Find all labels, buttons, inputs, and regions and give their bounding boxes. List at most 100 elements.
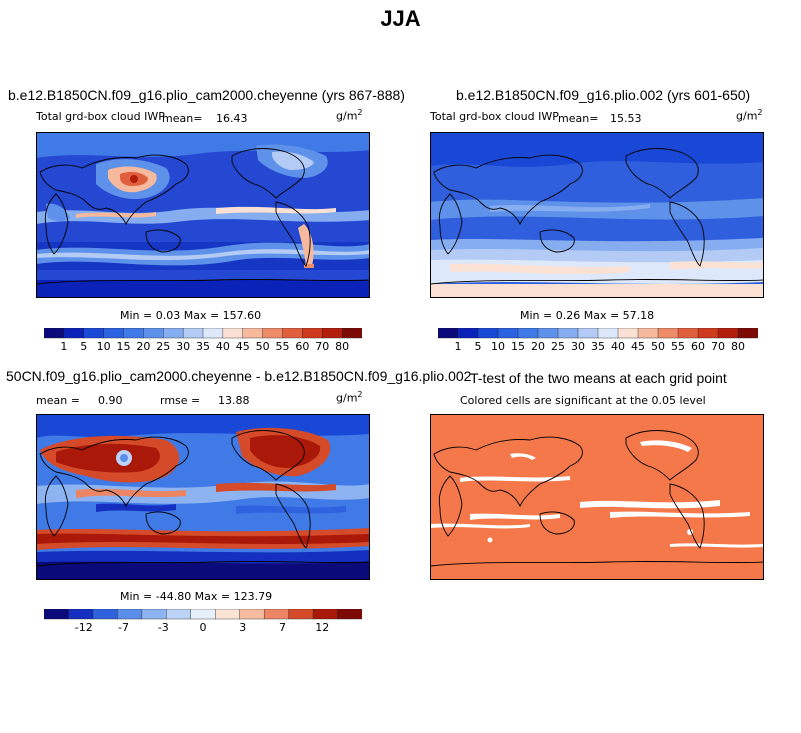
page-title: JJA — [380, 6, 421, 31]
colorbar-swatch — [123, 328, 144, 339]
colorbar-swatch — [322, 328, 343, 339]
panel-4-subtitle: Colored cells are significant at the 0.0… — [460, 394, 706, 407]
colorbar-swatch — [557, 328, 579, 339]
panel-1-units: g/m2 — [336, 108, 363, 123]
colorbar-tick-label: 80 — [731, 340, 745, 352]
colorbar-swatch — [163, 328, 184, 339]
colorbar-swatch — [166, 609, 192, 620]
colorbar-tick-label: 50 — [256, 340, 270, 352]
colorbar-swatch — [337, 609, 362, 620]
colorbar-tick-label: 30 — [571, 340, 585, 352]
colorbar-tick-label: 10 — [491, 340, 505, 352]
panel-2-title: b.e12.B1850CN.f09_g16.plio.002 (yrs 601-… — [456, 87, 751, 103]
colorbar-tick-label: 15 — [117, 340, 131, 352]
colorbar-tick-label: 35 — [196, 340, 210, 352]
colorbar-swatch — [68, 609, 94, 620]
colorbar-swatch — [117, 609, 143, 620]
panel-2-map — [430, 132, 764, 298]
colorbar-swatch — [63, 328, 85, 339]
colorbar-tick-label: 45 — [236, 340, 250, 352]
panel-3-map — [36, 414, 370, 580]
colorbar-tick-label: 55 — [276, 340, 290, 352]
panel-3-title: 50CN.f09_g16.plio_cam2000.cheyenne - b.e… — [6, 368, 472, 384]
colorbar-swatch — [141, 609, 167, 620]
colorbar-tick-label: 60 — [295, 340, 309, 352]
colorbar-tick-label: 80 — [335, 340, 349, 352]
colorbar-swatch — [677, 328, 699, 339]
panel-2-mean-value: 15.53 — [610, 112, 642, 125]
colorbar-tick-label: 15 — [511, 340, 525, 352]
colorbar-swatch — [182, 328, 204, 339]
colorbar-swatch — [517, 328, 539, 339]
colorbar-swatch — [263, 609, 290, 620]
panel-3-units: g/m2 — [336, 390, 363, 405]
colorbar-tick-label: 40 — [216, 340, 230, 352]
colorbar-tick-label: -3 — [158, 621, 169, 633]
colorbar-tick-label: 25 — [156, 340, 170, 352]
colorbar-tick-label: 50 — [651, 340, 665, 352]
panel-2-colorbar: 1 5 10 15 20 25 30 35 40 45 50 55 60 70 80 — [438, 328, 758, 352]
colorbar-swatch — [697, 328, 719, 339]
colorbar-swatch — [239, 609, 265, 620]
panel-3-colorbar: -12 -7 -3 0 3 7 12 — [44, 609, 362, 633]
colorbar-swatch — [44, 609, 69, 620]
colorbar-tick-label: 70 — [315, 340, 329, 352]
panel-3-rmse-label: rmse = — [160, 394, 201, 407]
colorbar-tick-label: -12 — [75, 621, 93, 633]
colorbar-swatch — [83, 328, 105, 339]
colorbar-swatch — [190, 609, 216, 620]
colorbar-swatch — [143, 328, 164, 339]
colorbar-swatch — [92, 609, 118, 620]
colorbar-tick-label: 5 — [475, 340, 482, 352]
panel-1-mean-label: mean= — [162, 112, 203, 125]
colorbar-swatch — [497, 328, 519, 339]
colorbar-tick-label: 1 — [455, 340, 462, 352]
colorbar-swatch — [242, 328, 264, 339]
panel-2-mean-label: mean= — [558, 112, 599, 125]
colorbar-swatch — [262, 328, 284, 339]
colorbar-swatch — [103, 328, 125, 339]
colorbar-tick-label: 3 — [239, 621, 246, 633]
colorbar-tick-label: 7 — [279, 621, 286, 633]
colorbar-swatch — [288, 609, 314, 620]
colorbar-swatch — [222, 328, 244, 339]
colorbar-tick-label: 5 — [80, 340, 87, 352]
panel-2-variable: Total grd-box cloud IWP — [430, 110, 559, 123]
colorbar-tick-label: 25 — [551, 340, 565, 352]
colorbar-tick-label: 35 — [591, 340, 605, 352]
panel-2-minmax: Min = 0.26 Max = 57.18 — [520, 309, 655, 322]
colorbar-swatch — [341, 328, 362, 339]
colorbar-swatch — [312, 609, 339, 620]
colorbar-tick-label: 45 — [631, 340, 645, 352]
colorbar-swatch — [215, 609, 241, 620]
colorbar-swatch — [44, 328, 65, 339]
colorbar-swatch — [477, 328, 499, 339]
colorbar-tick-label: 55 — [671, 340, 685, 352]
colorbar-tick-label: 20 — [136, 340, 150, 352]
panel-3-mean-value: 0.90 — [98, 394, 123, 407]
colorbar-swatch — [577, 328, 599, 339]
panel-1-colorbar: 1 5 10 15 20 25 30 35 40 45 50 55 60 70 80 — [44, 328, 362, 352]
panel-4-title: T-test of the two means at each grid poi… — [470, 370, 727, 386]
colorbar-tick-label: 0 — [200, 621, 207, 633]
colorbar-swatch — [537, 328, 559, 339]
panel-1-map — [36, 132, 370, 298]
colorbar-tick-label: 70 — [711, 340, 725, 352]
panel-3-mean-label: mean = — [36, 394, 80, 407]
colorbar-tick-label: 20 — [531, 340, 545, 352]
colorbar-tick-label: 30 — [176, 340, 190, 352]
colorbar-swatch — [438, 328, 459, 339]
panel-4-map — [430, 414, 764, 580]
colorbar-tick-label: 60 — [691, 340, 705, 352]
colorbar-swatch — [457, 328, 479, 339]
colorbar-swatch — [597, 328, 619, 339]
colorbar-swatch — [657, 328, 679, 339]
colorbar-swatch — [617, 328, 639, 339]
colorbar-swatch — [737, 328, 758, 339]
panel-1-mean-value: 16.43 — [216, 112, 248, 125]
colorbar-swatch — [282, 328, 303, 339]
colorbar-swatch — [717, 328, 739, 339]
colorbar-swatch — [202, 328, 224, 339]
colorbar-tick-label: 40 — [611, 340, 625, 352]
panel-2-units: g/m2 — [736, 108, 763, 123]
